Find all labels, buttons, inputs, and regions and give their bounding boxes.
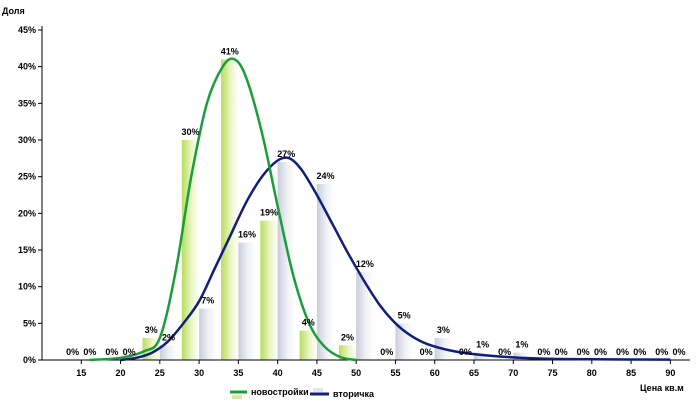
data-label-novostroyki: 4% xyxy=(302,318,315,328)
y-tick-label: 45% xyxy=(18,25,36,35)
x-tick-label: 45 xyxy=(312,368,322,378)
data-label-vtorichka: 7% xyxy=(201,296,214,306)
y-tick-label: 5% xyxy=(23,318,36,328)
y-axis-title: Доля xyxy=(2,6,25,16)
axes-layer: 0% 5% 10% 15% 20% 25% 30% 35% 40% 45% 15 20 25 30 35 40… xyxy=(18,25,690,378)
bar-vtorichka xyxy=(159,345,178,360)
bar-novostroyki xyxy=(260,220,278,360)
data-label-vtorichka: 0% xyxy=(594,347,607,357)
data-label-novostroyki: 41% xyxy=(221,46,239,56)
data-label-novostroyki: 0% xyxy=(105,347,118,357)
data-label-vtorichka: 1% xyxy=(476,340,489,350)
y-tick-label: 40% xyxy=(18,62,36,72)
y-tick-label: 30% xyxy=(18,135,36,145)
bar-vtorichka xyxy=(395,323,413,360)
x-tick-label: 80 xyxy=(587,368,597,378)
data-label-novostroyki: 19% xyxy=(260,208,278,218)
data-label-vtorichka: 27% xyxy=(277,149,295,159)
data-label-novostroyki: 0% xyxy=(66,347,79,357)
x-tick-label: 25 xyxy=(155,368,165,378)
x-tick-label: 60 xyxy=(430,368,440,378)
x-tick-label: 15 xyxy=(76,368,86,378)
x-tick-label: 30 xyxy=(194,368,204,378)
data-label-vtorichka: 0% xyxy=(123,347,136,357)
x-tick-label: 85 xyxy=(626,368,636,378)
bars-layer xyxy=(142,59,531,360)
data-label-novostroyki: 0% xyxy=(420,347,433,357)
bar-vtorichka xyxy=(513,352,531,360)
bar-novostroyki xyxy=(338,345,357,360)
data-label-vtorichka: 0% xyxy=(633,347,646,357)
x-tick-label: 20 xyxy=(116,368,126,378)
data-label-novostroyki: 0% xyxy=(655,347,668,357)
data-label-novostroyki: 0% xyxy=(459,347,472,357)
bar-novostroyki xyxy=(299,330,317,360)
data-label-vtorichka: 12% xyxy=(356,259,374,269)
data-label-novostroyki: 0% xyxy=(537,347,550,357)
data-label-vtorichka: 0% xyxy=(83,347,96,357)
x-tick-label: 65 xyxy=(469,368,479,378)
bar-novostroyki xyxy=(221,59,239,360)
curve-vtorichka xyxy=(120,156,671,362)
data-label-vtorichka: 16% xyxy=(238,230,256,240)
data-label-vtorichka: 1% xyxy=(515,340,528,350)
bar-novostroyki xyxy=(181,140,200,360)
legend-label-new: новостройки xyxy=(251,387,309,397)
data-label-vtorichka: 24% xyxy=(317,171,335,181)
x-tick-label: 50 xyxy=(351,368,361,378)
y-tick-label: 0% xyxy=(23,355,36,365)
data-label-vtorichka: 2% xyxy=(162,332,175,342)
curves-layer xyxy=(89,57,671,362)
x-tick-label: 40 xyxy=(273,368,283,378)
bar-vtorichka xyxy=(356,272,374,360)
data-label-novostroyki: 2% xyxy=(341,332,354,342)
legend-label-secondary: вторичка xyxy=(333,389,375,399)
data-label-novostroyki: 0% xyxy=(577,347,590,357)
y-tick-label: 15% xyxy=(18,245,36,255)
bar-vtorichka xyxy=(277,162,295,360)
curve-novostroyki xyxy=(89,57,357,362)
data-label-novostroyki: 0% xyxy=(380,347,393,357)
x-tick-label: 75 xyxy=(548,368,558,378)
legend: новостройки вторичка xyxy=(230,387,375,399)
data-label-novostroyki: 0% xyxy=(616,347,629,357)
data-label-vtorichka: 3% xyxy=(437,325,450,335)
x-tick-label: 70 xyxy=(508,368,518,378)
data-label-novostroyki: 3% xyxy=(145,325,158,335)
x-tick-label: 35 xyxy=(233,368,243,378)
legend-bar-swatch-secondary xyxy=(313,388,323,392)
x-tick-label: 90 xyxy=(665,368,675,378)
data-label-novostroyki: 0% xyxy=(498,347,511,357)
y-tick-label: 10% xyxy=(18,282,36,292)
bar-vtorichka xyxy=(199,308,217,360)
y-tick-label: 25% xyxy=(18,172,36,182)
data-label-vtorichka: 0% xyxy=(672,347,685,357)
bar-vtorichka xyxy=(238,242,256,360)
x-tick-label: 55 xyxy=(390,368,400,378)
y-tick-label: 35% xyxy=(18,98,36,108)
legend-bar-swatch-new xyxy=(232,395,242,399)
data-label-vtorichka: 0% xyxy=(555,347,568,357)
labels-layer: 0% 0% 0% 0% 3% 2% 30% 7% 41% 16% 19% 27% 4% 24% 2% 12% 0… xyxy=(66,46,685,357)
bar-vtorichka xyxy=(316,184,335,360)
bar-vtorichka xyxy=(474,352,492,360)
x-axis-title: Цена кв.м xyxy=(640,383,684,393)
data-label-novostroyki: 30% xyxy=(181,127,199,137)
data-label-vtorichka: 5% xyxy=(398,310,411,320)
y-tick-label: 20% xyxy=(18,208,36,218)
